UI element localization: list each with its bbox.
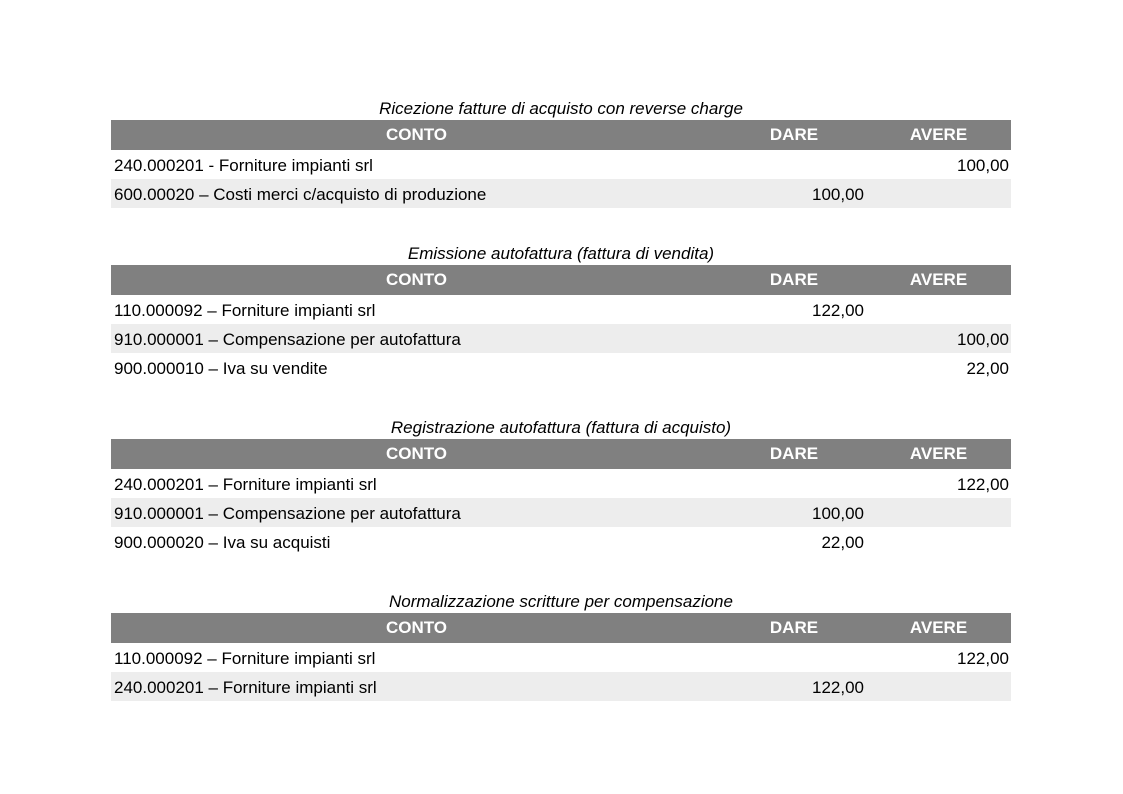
table-title: Ricezione fatture di acquisto con revers… bbox=[379, 99, 743, 118]
conto-cell: 910.000001 – Compensazione per autofattu… bbox=[114, 504, 461, 523]
avere-cell: 100,00 bbox=[957, 156, 1009, 175]
header-dare: DARE bbox=[769, 618, 819, 637]
header-dare: DARE bbox=[769, 444, 819, 463]
conto-cell: 110.000092 – Forniture impianti srl bbox=[114, 301, 376, 320]
entry-table-normalizzazione: Normalizzazione scritture per compensazi… bbox=[111, 591, 1011, 701]
table-row: 910.000001 – Compensazione per autofattu… bbox=[111, 324, 1011, 353]
header-avere: AVERE bbox=[909, 618, 968, 637]
header-conto: CONTO bbox=[385, 125, 448, 144]
table-header: CONTO DARE AVERE bbox=[111, 439, 1011, 469]
table-row: 110.000092 – Forniture impianti srl 122,… bbox=[111, 295, 1011, 324]
dare-cell: 22,00 bbox=[821, 533, 864, 552]
table-header: CONTO DARE AVERE bbox=[111, 120, 1011, 150]
header-avere: AVERE bbox=[909, 270, 968, 289]
dare-cell bbox=[722, 643, 866, 672]
table-row: 900.000020 – Iva su acquisti 22,00 bbox=[111, 527, 1011, 556]
table-body: 240.000201 – Forniture impianti srl 122,… bbox=[111, 469, 1011, 556]
table-body: 240.000201 - Forniture impianti srl 100,… bbox=[111, 150, 1011, 208]
table-row: 910.000001 – Compensazione per autofattu… bbox=[111, 498, 1011, 527]
entry-table-ricezione: Ricezione fatture di acquisto con revers… bbox=[111, 98, 1011, 208]
table-row: 240.000201 – Forniture impianti srl 122,… bbox=[111, 672, 1011, 701]
avere-cell bbox=[866, 179, 1011, 208]
table-row: 600.00020 – Costi merci c/acquisto di pr… bbox=[111, 179, 1011, 208]
header-dare: DARE bbox=[769, 270, 819, 289]
table-row: 240.000201 – Forniture impianti srl 122,… bbox=[111, 469, 1011, 498]
table-title: Emissione autofattura (fattura di vendit… bbox=[407, 244, 715, 263]
conto-cell: 900.000010 – Iva su vendite bbox=[114, 359, 328, 378]
header-conto: CONTO bbox=[385, 444, 448, 463]
table-title: Normalizzazione scritture per compensazi… bbox=[389, 592, 733, 611]
header-conto: CONTO bbox=[385, 618, 448, 637]
dare-cell: 100,00 bbox=[812, 504, 864, 523]
conto-cell: 110.000092 – Forniture impianti srl bbox=[114, 649, 376, 668]
entry-table-emissione: Emissione autofattura (fattura di vendit… bbox=[111, 243, 1011, 382]
conto-cell: 240.000201 – Forniture impianti srl bbox=[114, 475, 377, 494]
avere-cell bbox=[866, 527, 1011, 556]
conto-cell: 600.00020 – Costi merci c/acquisto di pr… bbox=[114, 185, 487, 204]
dare-cell: 122,00 bbox=[812, 301, 864, 320]
dare-cell: 100,00 bbox=[812, 185, 864, 204]
conto-cell: 240.000201 - Forniture impianti srl bbox=[114, 156, 373, 175]
header-avere: AVERE bbox=[909, 444, 968, 463]
avere-cell bbox=[866, 498, 1011, 527]
table-header: CONTO DARE AVERE bbox=[111, 613, 1011, 643]
conto-cell: 910.000001 – Compensazione per autofattu… bbox=[114, 330, 461, 349]
dare-cell: 122,00 bbox=[812, 678, 864, 697]
conto-cell: 240.000201 – Forniture impianti srl bbox=[114, 678, 377, 697]
table-row: 240.000201 - Forniture impianti srl 100,… bbox=[111, 150, 1011, 179]
table-body: 110.000092 – Forniture impianti srl 122,… bbox=[111, 643, 1011, 701]
header-conto: CONTO bbox=[385, 270, 448, 289]
table-title: Registrazione autofattura (fattura di ac… bbox=[390, 418, 732, 437]
avere-cell: 122,00 bbox=[957, 649, 1009, 668]
dare-cell bbox=[722, 353, 866, 382]
table-body: 110.000092 – Forniture impianti srl 122,… bbox=[111, 295, 1011, 382]
avere-cell bbox=[866, 672, 1011, 701]
dare-cell bbox=[722, 150, 866, 179]
conto-cell: 900.000020 – Iva su acquisti bbox=[114, 533, 331, 552]
header-dare: DARE bbox=[769, 125, 819, 144]
header-avere: AVERE bbox=[909, 125, 968, 144]
entry-table-registrazione: Registrazione autofattura (fattura di ac… bbox=[111, 417, 1011, 556]
avere-cell bbox=[866, 295, 1011, 324]
avere-cell: 100,00 bbox=[957, 330, 1009, 349]
avere-cell: 122,00 bbox=[957, 475, 1009, 494]
dare-cell bbox=[722, 469, 866, 498]
table-row: 110.000092 – Forniture impianti srl 122,… bbox=[111, 643, 1011, 672]
table-row: 900.000010 – Iva su vendite 22,00 bbox=[111, 353, 1011, 382]
avere-cell: 22,00 bbox=[966, 359, 1009, 378]
table-header: CONTO DARE AVERE bbox=[111, 265, 1011, 295]
dare-cell bbox=[722, 324, 866, 353]
